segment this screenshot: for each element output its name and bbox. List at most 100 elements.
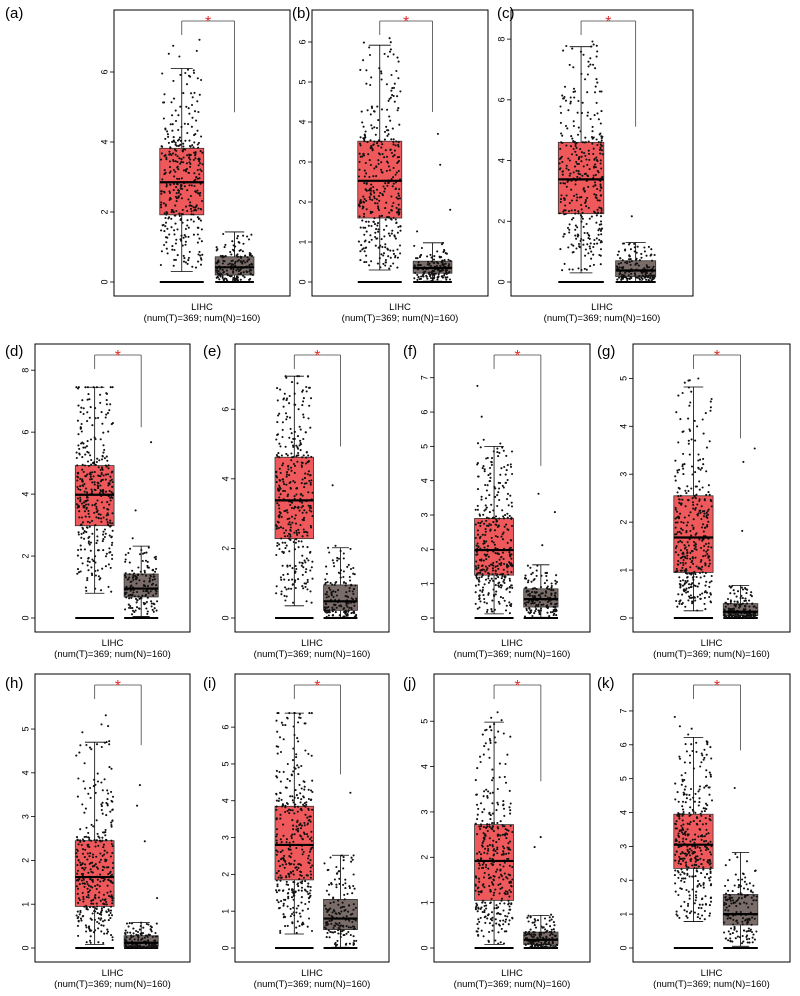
data-point (132, 927, 135, 930)
data-point (276, 752, 279, 755)
data-point (365, 182, 368, 185)
data-point (107, 430, 110, 433)
data-point (702, 457, 705, 460)
data-point (690, 438, 693, 441)
data-point (690, 487, 693, 490)
data-point (79, 524, 82, 527)
data-point (501, 484, 504, 487)
data-point (279, 388, 282, 391)
data-point (395, 221, 398, 224)
data-point (177, 189, 180, 192)
data-point (620, 277, 623, 281)
data-point (494, 534, 497, 538)
data-point (129, 580, 132, 584)
data-point (87, 831, 90, 834)
data-point (275, 471, 278, 474)
data-point (298, 924, 301, 928)
data-point (365, 172, 368, 175)
data-point (177, 114, 180, 117)
data-point (103, 457, 106, 460)
data-point (130, 934, 133, 937)
data-point (165, 247, 168, 250)
data-point (294, 522, 298, 525)
data-point (275, 719, 278, 722)
data-point (697, 512, 700, 515)
data-point (575, 237, 578, 240)
y-tick-label: 5 (419, 444, 429, 449)
data-point (396, 156, 399, 159)
data-point (165, 156, 168, 159)
data-point (674, 508, 677, 511)
data-point (308, 474, 312, 477)
data-point (494, 593, 497, 596)
data-point (76, 464, 79, 467)
data-point (288, 845, 292, 848)
data-point (181, 221, 184, 224)
data-point (486, 484, 489, 487)
data-point (398, 188, 401, 191)
data-point (674, 521, 677, 524)
data-point (480, 558, 483, 561)
data-point (587, 65, 590, 68)
data-point (95, 528, 99, 531)
data-point (282, 913, 285, 916)
data-point (89, 786, 92, 790)
data-point (490, 577, 493, 580)
data-point (199, 263, 203, 266)
data-point (78, 516, 81, 519)
data-point (109, 890, 112, 893)
data-point (178, 144, 181, 147)
data-point (307, 807, 310, 810)
data-point (277, 526, 280, 530)
data-point (485, 489, 488, 492)
data-point (564, 124, 568, 128)
data-point (90, 463, 93, 466)
data-point (743, 609, 746, 612)
series-T (357, 37, 403, 283)
data-point (331, 608, 334, 611)
data-point (677, 541, 680, 544)
data-point (239, 272, 242, 275)
data-point (143, 571, 146, 574)
data-point (84, 924, 87, 927)
data-point (250, 262, 253, 265)
data-point (502, 486, 505, 489)
data-point (87, 556, 90, 559)
data-point (325, 615, 328, 618)
data-point (690, 465, 694, 468)
data-point (482, 513, 485, 516)
data-point (500, 577, 503, 580)
data-point (523, 615, 527, 618)
data-point (548, 615, 551, 618)
data-point (525, 601, 528, 604)
data-point (325, 590, 329, 594)
data-point (192, 158, 195, 161)
data-point (445, 252, 448, 255)
series-N (615, 215, 657, 283)
data-point (436, 250, 439, 253)
data-point (694, 542, 697, 545)
data-point (479, 569, 482, 572)
data-point (80, 872, 83, 875)
data-point (303, 788, 306, 791)
data-point (689, 557, 692, 560)
data-point (291, 578, 294, 581)
data-point (630, 215, 633, 218)
data-point (309, 848, 312, 851)
data-point (293, 891, 296, 894)
data-point (171, 248, 174, 251)
data-point (80, 430, 83, 433)
data-point (102, 941, 105, 945)
data-point (307, 854, 310, 857)
data-point (382, 254, 385, 257)
data-point (691, 497, 694, 500)
data-point (153, 946, 156, 949)
data-point (294, 541, 297, 544)
data-point (574, 212, 577, 215)
data-point (183, 122, 186, 125)
data-point (103, 741, 106, 744)
data-point (280, 798, 283, 801)
data-point (592, 185, 595, 188)
data-point (694, 599, 697, 602)
plot-frame (433, 343, 591, 633)
